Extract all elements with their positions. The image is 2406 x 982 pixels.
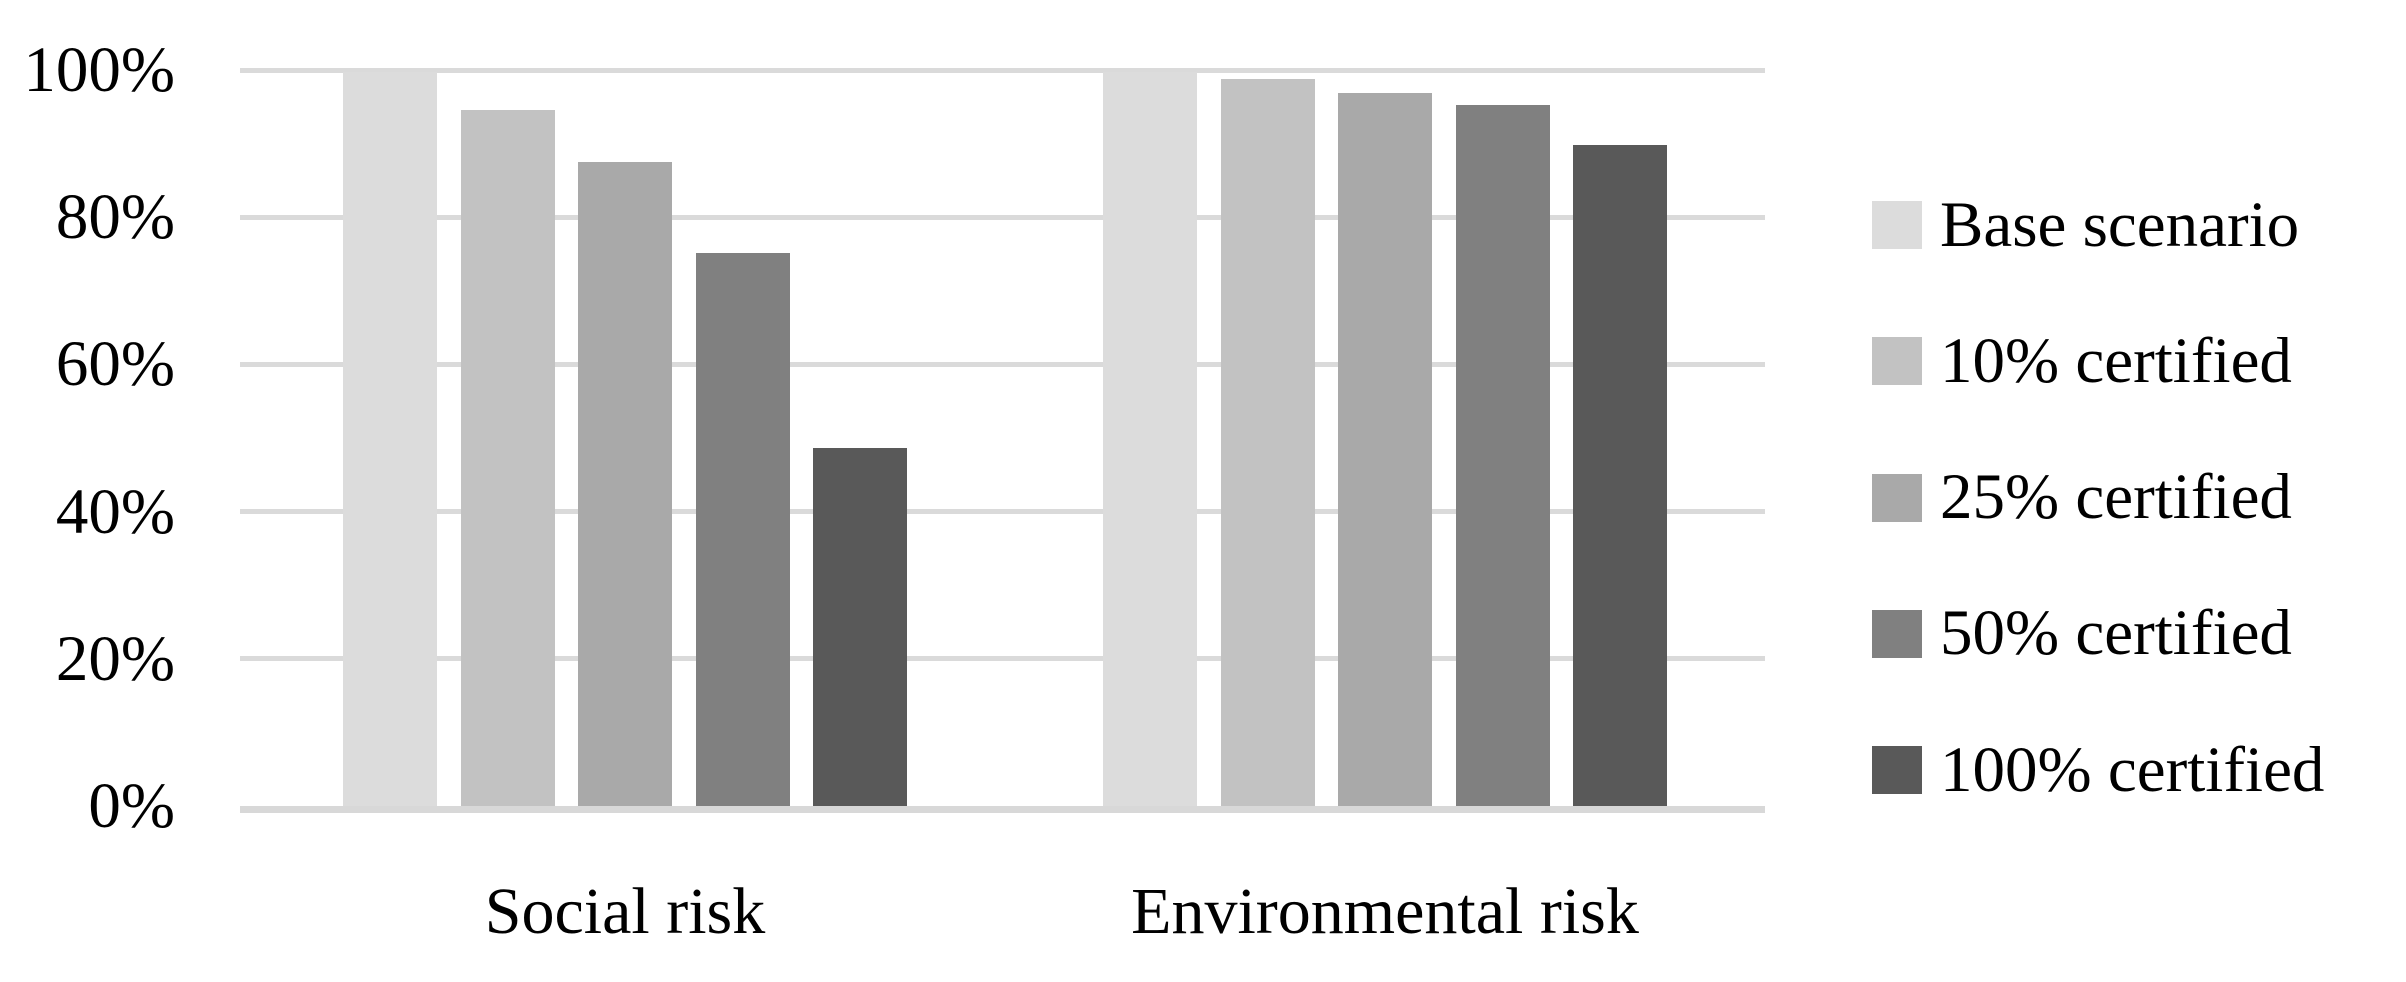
gridline-60% [240, 361, 1765, 367]
bar-environmental-risk-3 [1455, 105, 1550, 806]
bar-environmental-risk-1 [1220, 78, 1315, 806]
y-tick-label: 40% [55, 475, 175, 548]
bar-environmental-risk-0 [1103, 72, 1197, 806]
legend-label: 100% certified [1940, 733, 2325, 806]
legend-label: 25% certified [1940, 461, 2292, 533]
bar-social-risk-3 [695, 252, 790, 806]
legend-label: Base scenario [1940, 188, 2300, 261]
legend-swatch [1872, 746, 1922, 794]
legend-item: 25% certified [1872, 450, 2292, 546]
bar-environmental-risk-4 [1573, 145, 1667, 806]
bar-social-risk-1 [460, 109, 555, 806]
bar-social-risk-0 [343, 72, 437, 806]
gridline-100% [240, 67, 1765, 73]
y-tick-label: 20% [55, 622, 175, 695]
y-tick-label: 0% [88, 770, 175, 842]
legend-swatch [1872, 201, 1922, 249]
legend-item: Base scenario [1872, 177, 2299, 273]
x-axis-line [240, 806, 1765, 813]
legend-label: 10% certified [1940, 324, 2292, 397]
legend-item: 10% certified [1872, 313, 2292, 409]
y-tick-label: 80% [55, 181, 175, 254]
legend-swatch [1872, 473, 1922, 522]
gridline-80% [240, 214, 1765, 220]
bar-social-risk-2 [578, 162, 672, 806]
y-tick-label: 60% [55, 328, 175, 401]
legend-swatch [1872, 337, 1922, 386]
x-category-label: Social risk [484, 875, 766, 948]
legend-label: 50% certified [1940, 597, 2292, 670]
legend-item: 100% certified [1872, 722, 2324, 818]
bar-environmental-risk-2 [1338, 92, 1432, 806]
gridline-20% [240, 656, 1765, 662]
y-tick-label: 100% [23, 34, 175, 106]
legend-item: 50% certified [1872, 586, 2292, 682]
gridline-40% [240, 509, 1765, 515]
bar-social-risk-4 [813, 447, 907, 806]
x-category-label: Environmental risk [1131, 875, 1639, 948]
legend-swatch [1872, 609, 1922, 658]
